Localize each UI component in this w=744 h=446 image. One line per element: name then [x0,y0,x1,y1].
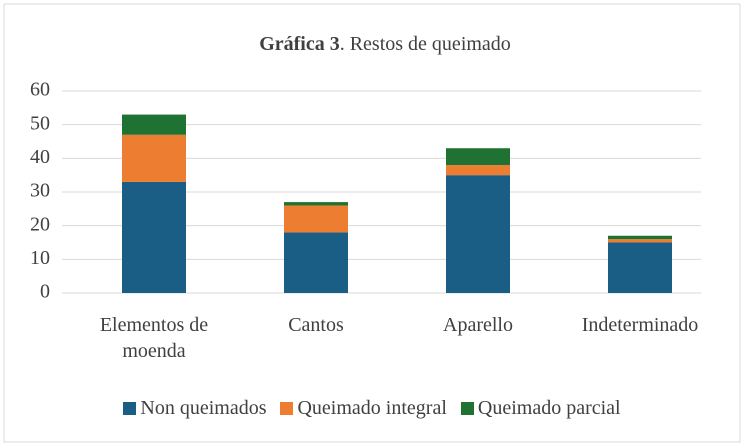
bar-segment [284,205,348,233]
y-tick-label: 40 [30,146,50,168]
bar-segment [122,114,186,135]
legend-label: Queimado parcial [477,397,621,419]
y-tick-label: 0 [40,281,50,303]
title-bold: Gráfica 3 [259,33,340,55]
bar-segment [608,235,672,240]
x-tick-label: Cantos [288,314,344,336]
x-tick-label: Aparello [443,314,513,336]
bar-segment [284,202,348,206]
legend-swatch [280,402,294,415]
bar-segment [446,175,510,293]
bar-segment [608,239,672,243]
y-tick-label: 60 [30,79,50,101]
y-tick-label: 10 [30,247,50,269]
y-tick-label: 20 [30,213,50,235]
title-rest: . Restos de queimado [340,33,511,55]
legend: Non queimados Queimado integral Queimado p… [0,397,744,420]
chart-title: Gráfica 3. Restos de queimado [259,33,511,55]
x-tick-label: Elementos de moenda [99,314,209,362]
chart-border [3,3,741,443]
legend-item: Queimado integral [280,397,447,420]
legend-item: Queimado parcial [460,397,621,420]
x-tick-label: Indeterminado [581,314,699,336]
legend-item: Non queimados [123,397,266,420]
bar-segment [608,242,672,293]
bar-segment [284,232,348,293]
legend-swatch [460,402,474,415]
legend-swatch [123,402,137,415]
y-tick-label: 50 [30,112,50,134]
bar-segment [122,181,186,293]
bar-segment [446,165,510,176]
legend-label: Queimado integral [297,397,447,419]
y-tick-label: 30 [30,180,50,202]
bar-segment [122,134,186,182]
bar-segment [446,148,510,166]
legend-label: Non queimados [140,397,267,419]
